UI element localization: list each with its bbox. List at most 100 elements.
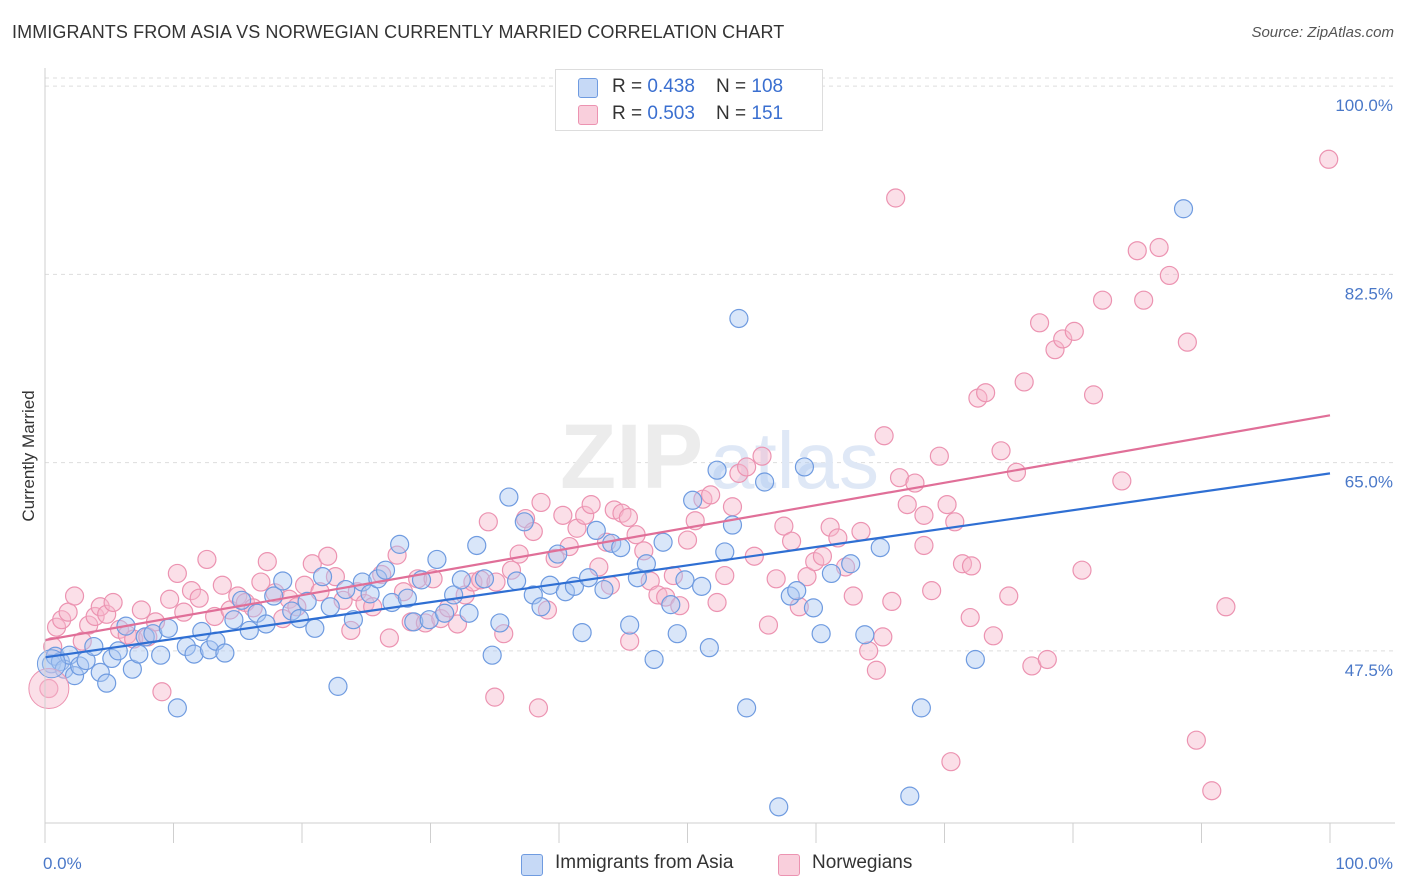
point-asia [312,567,333,587]
point-norwegian [843,586,863,606]
point-norwegian [961,556,982,576]
point-asia [707,460,727,480]
point-asia [644,649,664,670]
point-norwegian [914,505,934,525]
point-norwegian [914,535,934,556]
point-asia [572,622,592,643]
point-asia [821,563,842,584]
point-norwegian [701,485,721,505]
point-asia [467,535,487,556]
bottom-legend-label-series1: Immigrants from Asia [555,852,734,873]
point-asia [490,613,510,633]
point-norwegian [874,426,894,446]
point-norwegian [820,517,840,537]
point-norwegian [758,615,779,635]
point-norwegian [677,530,698,550]
point-asia [360,584,380,604]
point-asia [506,571,527,591]
point-norwegian [52,610,72,630]
point-norwegian [103,592,123,613]
point-asia [667,624,687,644]
point-norwegian [318,546,338,566]
point-asia [482,645,502,665]
legend-swatch-series1 [578,78,598,98]
point-norwegian [781,531,802,551]
point-norwegian [897,494,917,515]
point-asia [780,586,800,606]
point-norwegian [999,586,1019,606]
legend-r-label: R = [612,76,648,97]
trendline-norwegian [44,414,1331,642]
point-norwegian [937,494,957,515]
point-asia [97,673,117,693]
point-norwegian [485,687,505,707]
point-asia [620,615,640,635]
point-norwegian [72,631,92,651]
point-asia [167,698,187,718]
chart-title: IMMIGRANTS FROM ASIA VS NORWEGIAN CURREN… [12,22,785,42]
point-asia [499,487,519,507]
point-asia [523,585,543,605]
point-asia [870,538,890,558]
point-norwegian [478,512,498,532]
legend-n-value: 151 [751,103,784,124]
point-norwegian [553,505,573,525]
point-asia [289,609,310,629]
point-asia [965,649,985,670]
source-label: Source: ZipAtlas.com [1251,24,1394,41]
point-asia [474,569,495,589]
legend-r-value: 0.438 [647,76,695,97]
point-norwegian [1149,237,1169,258]
stats-legend: R = 0.438 N = 108 R = 0.503 N = 151 [555,69,823,131]
y-axis-label: Currently Married [19,390,38,521]
point-asia [375,560,396,580]
point-norwegian [766,569,786,589]
point-norwegian [976,383,996,403]
y-tick-label: 65.0% [1345,473,1393,492]
point-asia [184,644,204,664]
point-norwegian [131,600,151,620]
point-norwegian [886,188,906,208]
watermark-atlas: atlas [710,416,879,505]
trend-layer [44,414,1331,659]
point-asia [794,457,815,477]
point-asia [514,512,534,532]
point-asia [108,641,128,661]
point-asia [282,601,302,621]
point-asia [811,624,831,644]
point-norwegian [197,549,217,570]
point-asia [900,786,920,806]
point-norwegian [851,521,871,542]
trendline-asia [44,472,1331,659]
point-asia [129,644,149,664]
point-norwegian [774,516,794,536]
point-norwegian [581,494,601,515]
point-asia [729,308,749,329]
point-asia [215,643,235,663]
point-asia [64,666,85,686]
point-asia [390,534,410,554]
bottom-legend-swatch-series1 [521,854,543,876]
point-norwegian [1127,241,1147,261]
point-norwegian [97,604,117,624]
point-norwegian [797,567,817,587]
point-norwegian [941,752,961,772]
legend-n-label: N = [716,76,752,97]
point-norwegian [90,597,110,617]
point-norwegian [722,497,743,517]
point-norwegian [648,585,668,605]
point-asia [692,576,712,596]
grid-layer [45,77,1395,652]
point-asia [84,636,104,657]
point-asia [459,603,479,623]
point-norwegian [1064,321,1084,341]
point-norwegian [1112,471,1132,491]
point-asia [586,520,606,541]
point-norwegian [160,589,180,609]
point-norwegian [1202,781,1222,801]
point-asia [90,662,110,683]
point-asia [855,625,875,645]
point-norwegian [752,446,772,466]
point-norwegian [509,544,529,564]
